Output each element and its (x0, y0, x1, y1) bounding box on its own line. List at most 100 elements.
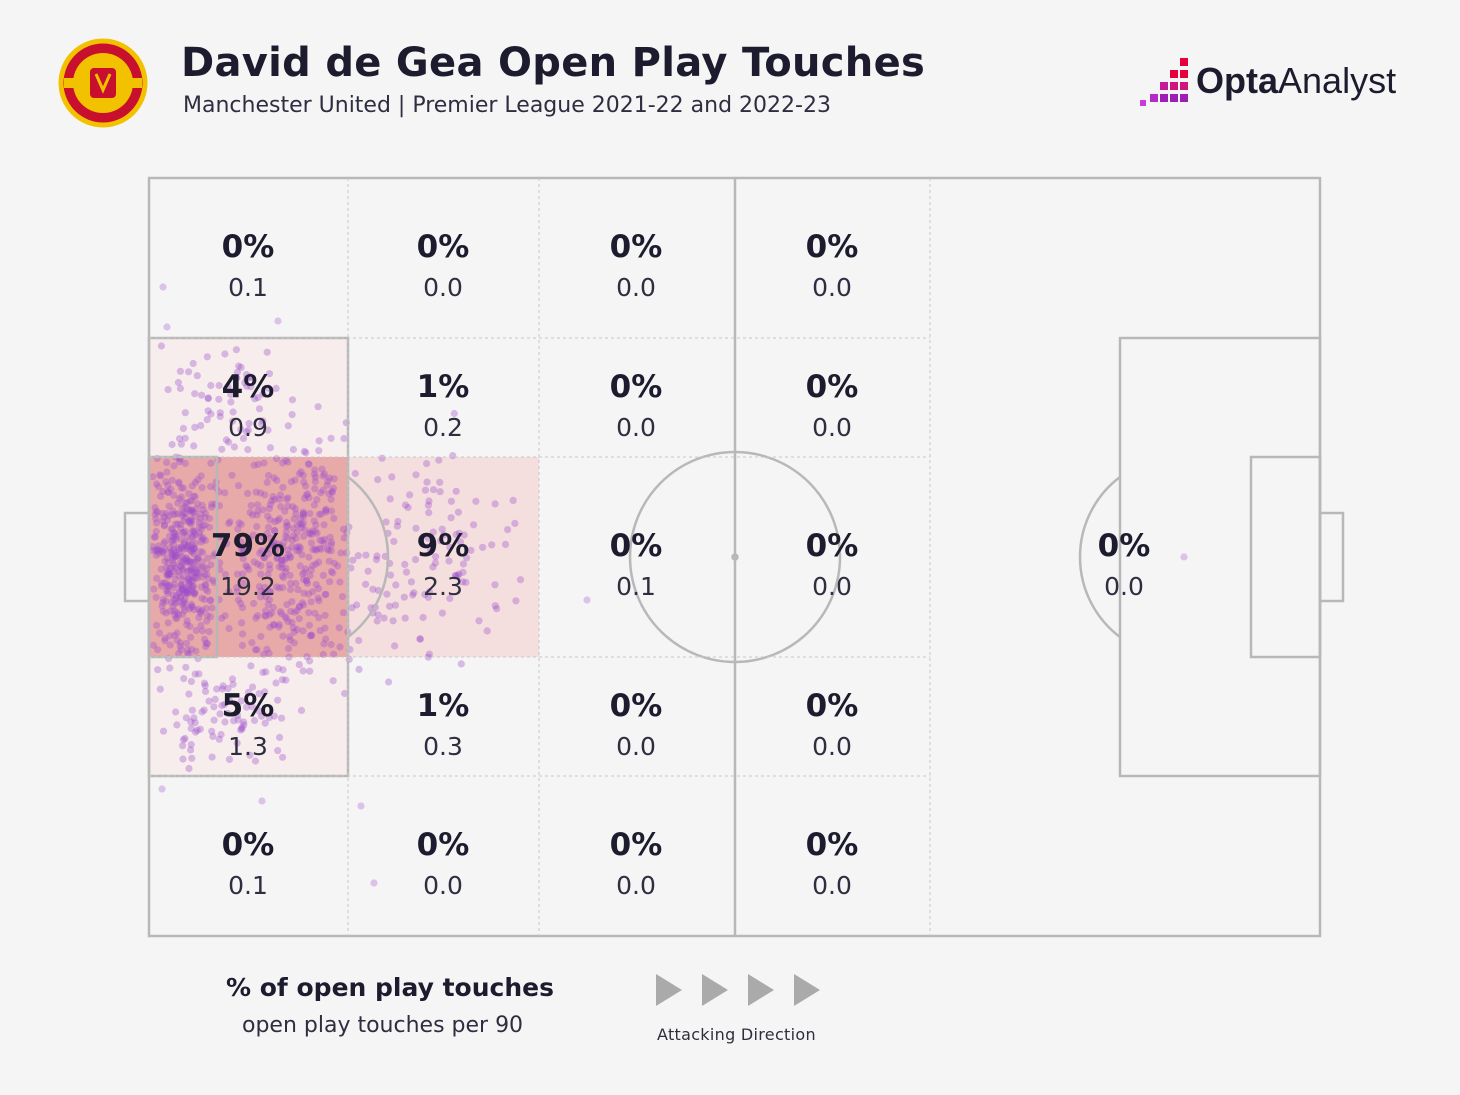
touch-dot (187, 545, 195, 553)
touch-dot (182, 544, 191, 553)
touch-dot (203, 416, 211, 424)
touch-dot (164, 558, 172, 567)
touch-dot (185, 690, 193, 698)
touch-dot (321, 591, 329, 599)
touch-dot (388, 473, 396, 481)
touch-dot (217, 730, 225, 739)
touch-dot (330, 514, 338, 523)
touch-dot (454, 572, 462, 580)
touch-dot (192, 505, 200, 513)
touch-dot (316, 536, 324, 544)
touch-dot (289, 624, 297, 632)
touch-dot (283, 518, 291, 527)
touch-dot (337, 549, 345, 557)
touch-dot (272, 679, 280, 687)
touch-dot (296, 544, 304, 552)
touch-dot (324, 477, 332, 485)
touch-dot (265, 649, 273, 657)
touch-dot (166, 664, 174, 672)
touch-dot (225, 588, 233, 596)
touch-dot (233, 739, 241, 747)
touch-dot (194, 605, 202, 613)
touch-dot (491, 581, 499, 589)
zone-per90-label: 0.0 (616, 273, 656, 302)
touch-dot (306, 529, 314, 537)
touch-dot (221, 718, 229, 726)
touch-dot (315, 585, 323, 593)
touch-dot (327, 495, 335, 503)
touch-dot (457, 660, 465, 668)
touch-dot (447, 497, 455, 505)
touch-dots (148, 283, 1188, 887)
touch-dot (244, 489, 252, 498)
touch-dot (187, 633, 195, 641)
touch-dot (157, 565, 165, 573)
touch-dot (242, 371, 251, 379)
touch-dot (171, 553, 179, 561)
touch-dot (248, 639, 256, 647)
touch-dot (170, 491, 178, 500)
touch-dot (262, 612, 270, 620)
touch-dot (177, 535, 185, 543)
touch-dot (173, 608, 181, 616)
touch-dot (261, 719, 269, 727)
touch-dot (181, 409, 189, 417)
touch-dot (279, 459, 287, 467)
touch-dot (246, 751, 254, 759)
zone-per90-label: 0.0 (812, 273, 852, 302)
touch-dot (323, 545, 332, 553)
zone-fill (149, 338, 348, 457)
touch-dot (172, 564, 180, 572)
touch-dot (239, 555, 247, 563)
touch-dot (176, 435, 184, 443)
touch-dot (349, 556, 357, 564)
legend-pct-label: % of open play touches (226, 973, 554, 1002)
touch-dot (339, 609, 348, 617)
touch-dot (252, 614, 260, 622)
touch-dot (191, 539, 199, 547)
touch-dot (208, 753, 216, 761)
touch-dot (157, 342, 165, 350)
touch-dot (229, 417, 237, 425)
touch-dot (206, 613, 215, 621)
touch-dot (198, 391, 206, 399)
touch-dot (196, 548, 204, 556)
touch-dot (200, 563, 208, 572)
touch-dot (218, 685, 226, 693)
touch-dot (167, 485, 175, 493)
touch-dot (153, 621, 161, 629)
touch-dot (324, 546, 333, 555)
touch-dot (188, 584, 196, 592)
touch-dot (265, 505, 273, 513)
touch-dot (188, 544, 196, 552)
touch-dot (187, 547, 195, 555)
touch-dot (175, 610, 183, 619)
touch-dot (380, 614, 388, 622)
touch-dot (250, 461, 258, 469)
touch-dot (201, 521, 209, 529)
touch-dot (364, 567, 372, 575)
touch-dot (302, 449, 310, 457)
touch-dot (169, 540, 178, 549)
touch-dot (187, 571, 196, 580)
touch-dot (387, 571, 395, 579)
touch-dot (177, 544, 185, 552)
touch-dot (282, 676, 290, 684)
touch-dot (260, 650, 268, 659)
touch-dot (318, 465, 326, 473)
zone-per90-label: 1.3 (228, 732, 268, 761)
touch-dot (419, 613, 427, 622)
touch-dot (406, 491, 414, 499)
touch-dot (186, 558, 194, 566)
touch-dot (282, 554, 290, 562)
touch-dot (158, 602, 166, 610)
touch-dot (277, 503, 285, 511)
touch-dot (284, 494, 292, 502)
touch-dot (179, 610, 187, 618)
touch-dot (373, 617, 381, 625)
touch-dot (299, 627, 307, 635)
touch-dot (282, 568, 290, 576)
touch-dot (185, 579, 193, 588)
zone-per90-label: 0.0 (616, 732, 656, 761)
touch-dot (189, 508, 198, 517)
